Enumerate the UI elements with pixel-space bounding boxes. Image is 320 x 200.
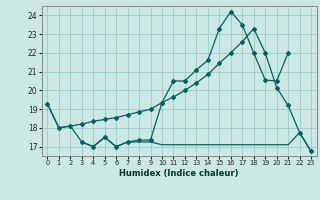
X-axis label: Humidex (Indice chaleur): Humidex (Indice chaleur) bbox=[119, 169, 239, 178]
